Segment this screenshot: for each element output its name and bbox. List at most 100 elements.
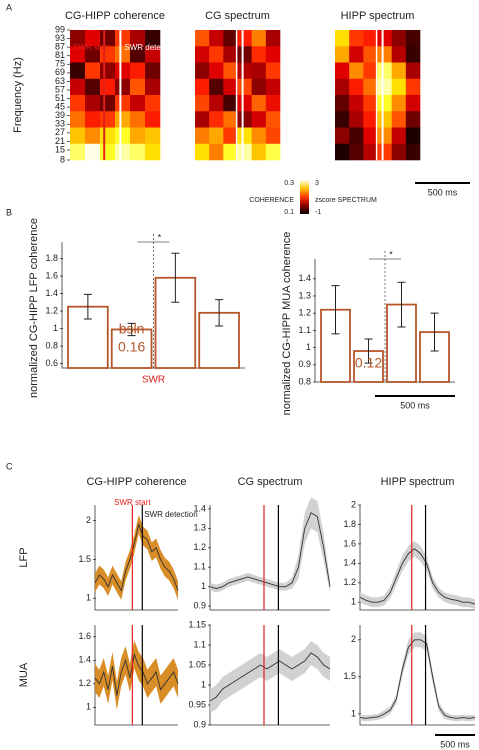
heatmap-cell — [209, 30, 224, 47]
y-tick-label: 1.8 — [45, 253, 58, 263]
line — [94, 522, 179, 592]
heatmap-cell — [363, 95, 378, 112]
y-tick-label: 1 — [53, 323, 58, 333]
error-bar — [83, 293, 92, 320]
heatmap-cell — [391, 95, 407, 112]
heatmap-cell — [265, 46, 281, 63]
panel-label: C — [6, 461, 13, 471]
heatmap-cell — [405, 143, 421, 161]
heatmap-cell — [405, 46, 421, 63]
heatmap-cell — [85, 46, 101, 63]
heatmap-cell — [130, 30, 146, 47]
y-tick-label: 1.2 — [193, 542, 206, 552]
line — [209, 652, 331, 702]
heatmap-cell — [265, 95, 281, 112]
error-band — [360, 632, 475, 722]
colorbar-title: zscore SPECTRUM — [315, 197, 377, 204]
y-axis-label: Frequency (Hz) — [12, 57, 24, 133]
heatmap-cell — [145, 78, 161, 96]
annotation: SWR detection — [144, 510, 197, 519]
axis — [359, 505, 475, 611]
y-tick-label: 1.05 — [188, 659, 206, 669]
heatmap-cell — [335, 95, 350, 112]
colorbar-tick: 3 — [315, 180, 319, 187]
y-tick-label: 81 — [55, 50, 65, 60]
heatmap-cell — [223, 127, 238, 145]
heatmap-cell — [391, 127, 407, 145]
heatmap-cell — [100, 143, 116, 161]
heatmap-cell — [377, 95, 392, 112]
bar-label: bsln — [119, 321, 145, 337]
heatmap-cell — [349, 62, 364, 80]
scale-bar-label: 500 ms — [440, 739, 470, 749]
heatmap-cell — [195, 62, 210, 80]
heatmap-cell — [195, 143, 210, 161]
heatmap-cell — [335, 127, 350, 145]
y-tick-label: 1.1 — [298, 325, 311, 335]
heatmap-cell — [85, 62, 101, 80]
heatmap-cell — [145, 95, 161, 112]
heatmap-cell — [251, 111, 267, 128]
heatmap-cell — [405, 127, 421, 145]
heatmap-cell — [130, 62, 146, 80]
y-tick-label: 1.6 — [78, 631, 91, 641]
heatmap-cell — [130, 143, 146, 161]
heatmap-cell — [349, 143, 364, 161]
panel-label: A — [6, 2, 12, 12]
heatmap-cell — [70, 30, 86, 47]
heatmap-cell — [209, 46, 224, 63]
y-axis-label: normalized CG-HIPP MUA coherence — [281, 232, 293, 416]
error-bar — [430, 312, 439, 352]
heatmap-cell — [335, 111, 350, 128]
heatmap-cell — [335, 78, 350, 96]
heatmap-cell — [145, 143, 161, 161]
heatmap-cell — [335, 30, 350, 47]
y-tick-label: 1.4 — [343, 558, 356, 568]
line — [209, 512, 331, 590]
heatmap-cell — [115, 78, 131, 96]
heatmap-cell — [349, 95, 364, 112]
colorbar-tick: 0.1 — [284, 209, 294, 216]
error-bar — [215, 299, 224, 327]
annotation: SWR detection — [124, 43, 177, 52]
heatmap-cell — [209, 78, 224, 96]
heatmap-cell — [85, 111, 101, 128]
y-tick-label: 1.1 — [193, 639, 206, 649]
heatmap-cell — [100, 95, 116, 112]
error-bar — [331, 285, 340, 335]
heatmap-cell — [377, 46, 392, 63]
heatmap-cell — [100, 78, 116, 96]
y-tick-label: 0.9 — [193, 719, 206, 729]
y-tick-label: 1 — [306, 342, 311, 352]
heatmap-cell — [100, 62, 116, 80]
heatmap-cell — [363, 46, 378, 63]
heatmap-cell — [85, 143, 101, 161]
heatmap-cell — [237, 62, 252, 80]
heatmap-cell — [115, 143, 131, 161]
annotation: SWR start — [73, 43, 110, 52]
heatmap-cell — [85, 95, 101, 112]
colorbar-title: COHERENCE — [249, 197, 294, 204]
heatmap-cell — [145, 46, 161, 63]
y-tick-label: 1.2 — [45, 305, 58, 315]
heatmap-cell — [195, 78, 210, 96]
significance: * — [158, 232, 162, 242]
y-tick-label: 0.9 — [298, 359, 311, 369]
y-tick-label: 8 — [60, 154, 65, 164]
colorbar — [300, 180, 309, 214]
y-tick-label: 87 — [55, 42, 65, 52]
heatmap-cell — [195, 111, 210, 128]
heatmap-cell — [223, 95, 238, 112]
row-label: MUA — [18, 662, 30, 687]
heatmap-cell — [115, 127, 131, 145]
heatmap-cell — [195, 127, 210, 145]
axis — [359, 625, 475, 726]
y-tick-label: 75 — [55, 59, 65, 69]
heatmap-cell — [209, 95, 224, 112]
heatmap-cell — [85, 127, 101, 145]
heatmap-cell — [70, 95, 86, 112]
heatmap-cell — [363, 111, 378, 128]
heatmap-cell — [145, 30, 161, 47]
y-tick-label: 1 — [201, 581, 206, 591]
